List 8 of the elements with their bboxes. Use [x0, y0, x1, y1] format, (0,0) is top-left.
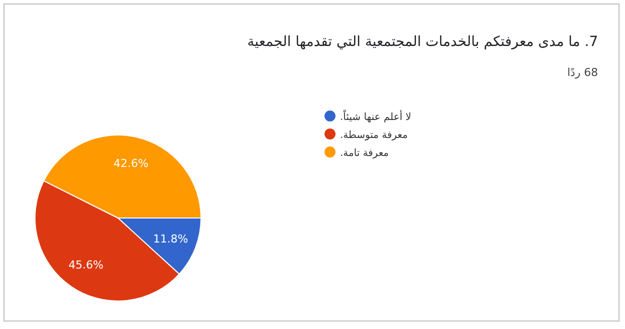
data-label: 45.6%	[68, 258, 104, 272]
text: 68 ردًا	[567, 66, 598, 79]
legend-label: معرفة متوسطة.	[340, 130, 408, 141]
data-label: 11.8%	[153, 232, 188, 246]
legend-label: لا أعلم عنها شيئاً.	[340, 108, 412, 123]
data-label: 42.6%	[114, 157, 148, 170]
legend-label: معرفة تامة.	[340, 148, 389, 159]
chart-title: 7. ما مدى معرفتكم بالخدمات المجتمعية التي تقدمها الجمعية	[247, 34, 598, 50]
